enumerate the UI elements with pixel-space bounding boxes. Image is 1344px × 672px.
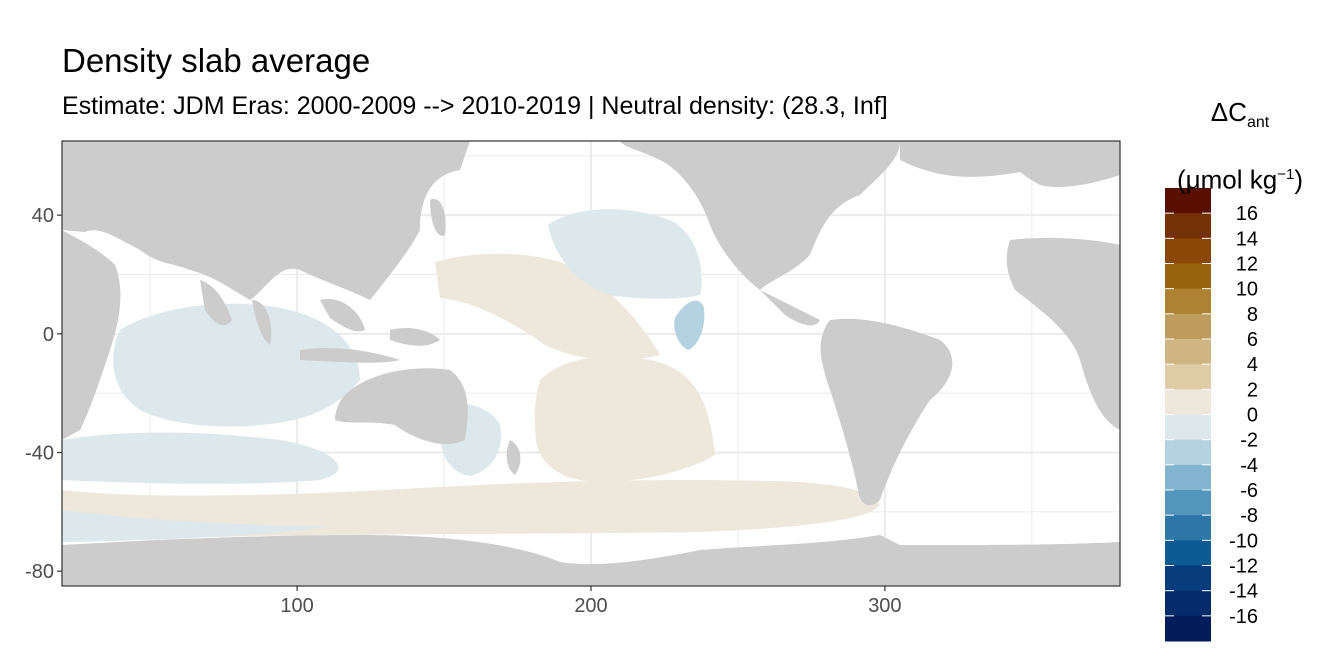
x-tick-label: 100 xyxy=(280,595,313,617)
legend-swatch xyxy=(1165,439,1211,466)
legend-label: -8 xyxy=(1240,505,1258,527)
legend-label: 10 xyxy=(1236,279,1258,301)
legend-label: 14 xyxy=(1236,228,1258,250)
legend-swatch xyxy=(1165,364,1211,390)
legend-label: -10 xyxy=(1229,530,1258,552)
legend-label: 16 xyxy=(1236,203,1258,225)
legend-swatch xyxy=(1165,490,1211,516)
legend-label: -12 xyxy=(1229,556,1258,578)
y-tick-label: -40 xyxy=(25,443,54,465)
x-tick-label: 300 xyxy=(868,595,901,617)
y-tick-label: -80 xyxy=(25,561,54,583)
legend-swatch xyxy=(1165,188,1211,214)
legend-swatch xyxy=(1165,238,1211,264)
y-axis: 40 0 -40 -80 xyxy=(25,205,62,583)
legend-swatch xyxy=(1165,288,1211,315)
x-axis: 100 200 300 xyxy=(280,586,902,617)
legend-swatch xyxy=(1165,464,1211,491)
legend-swatch xyxy=(1165,565,1211,592)
chart-subtitle: Estimate: JDM Eras: 2000-2009 --> 2010-2… xyxy=(62,92,888,120)
y-tick-label: 40 xyxy=(32,205,54,227)
legend-label: 12 xyxy=(1236,254,1258,276)
legend-label: 4 xyxy=(1247,354,1258,376)
x-tick-label: 200 xyxy=(574,595,607,617)
legend-label: -2 xyxy=(1240,430,1258,452)
legend-swatch xyxy=(1165,515,1211,541)
land-mask xyxy=(62,141,1120,586)
legend-label: -6 xyxy=(1240,480,1258,502)
legend-swatch xyxy=(1165,389,1211,415)
legend-title-unit: (μmol kg−1) xyxy=(1177,164,1303,195)
legend-label: -16 xyxy=(1229,606,1258,628)
legend-labels: 16 14 12 10 8 6 4 2 0 -2 -4 -6 -8 -10 -12 -14 -16 xyxy=(1165,203,1258,628)
legend-swatch xyxy=(1165,339,1211,365)
legend-title: ΔCant (μmol kg−1) xyxy=(1140,86,1340,206)
legend-swatch xyxy=(1165,540,1211,566)
legend-colorbar xyxy=(1165,188,1211,642)
legend-title-variable: ΔCant xyxy=(1210,97,1270,132)
y-tick-label: 0 xyxy=(43,324,54,346)
chart-title: Density slab average xyxy=(62,42,371,79)
legend-swatch xyxy=(1165,414,1211,441)
legend-swatch xyxy=(1165,590,1211,617)
legend-label: -14 xyxy=(1229,581,1258,603)
legend-label: 8 xyxy=(1247,304,1258,326)
legend-swatch xyxy=(1165,313,1211,340)
legend-label: -4 xyxy=(1240,455,1258,477)
legend-label: 0 xyxy=(1247,405,1258,427)
legend-swatch xyxy=(1165,263,1211,290)
legend-label: 6 xyxy=(1247,329,1258,351)
legend-label: 2 xyxy=(1247,379,1258,401)
legend-swatch xyxy=(1165,615,1211,642)
legend-swatch xyxy=(1165,213,1211,239)
